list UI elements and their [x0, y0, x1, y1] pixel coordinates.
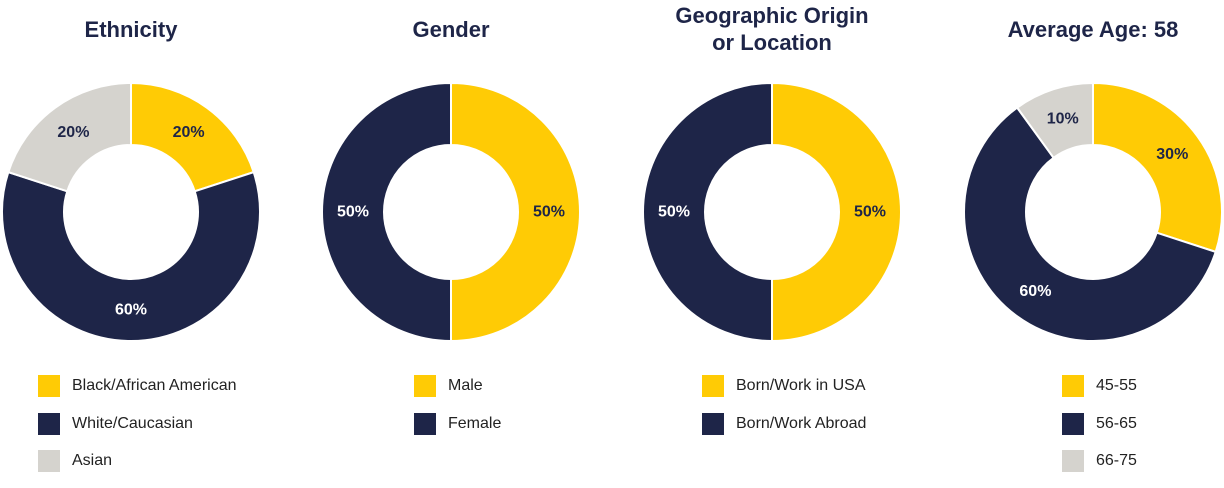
slice-value-label: 60% — [1019, 283, 1051, 300]
chart-legend: Male Female — [414, 375, 501, 450]
slice-value-label: 50% — [533, 204, 565, 221]
donut-chart-grid: Ethnicity 20% 60% 20% Black/African American… — [0, 0, 1224, 474]
donut-slice-born-work-abroad — [642, 81, 773, 343]
legend-item-66-75: 66-75 — [1062, 450, 1137, 472]
legend-item-black-african-american: Black/African American — [38, 375, 237, 397]
donut-slice-white-caucasian — [1, 170, 261, 343]
slice-value-label: 10% — [1047, 110, 1079, 127]
slice-value-label: 20% — [57, 124, 89, 141]
slice-value-label: 60% — [115, 302, 147, 319]
donut-slice-56-65 — [963, 106, 1217, 342]
legend-label: Male — [448, 377, 483, 394]
chart-panel-geographic-origin-or-location: Geographic Origin or Location 50% 50% Born/W… — [622, 0, 922, 474]
slice-value-label: 50% — [658, 204, 690, 221]
legend-swatch — [414, 375, 436, 397]
slice-value-label: 50% — [337, 204, 369, 221]
chart-title: Average Age: 58 — [943, 0, 1224, 58]
legend-item-56-65: 56-65 — [1062, 412, 1137, 435]
donut-chart: 50% 50% — [642, 81, 902, 343]
legend-label: Asian — [72, 452, 113, 469]
legend-label: White/Caucasian — [72, 414, 193, 432]
donut-slice-male — [450, 81, 581, 343]
legend-label: Born/Work in USA — [736, 377, 866, 394]
chart-title-line: Geographic Origin — [675, 3, 869, 28]
chart-legend: 45-55 56-65 66-75 — [1062, 375, 1137, 488]
legend-item-white-caucasian: White/Caucasian — [38, 412, 237, 435]
chart-panel-ethnicity: Ethnicity 20% 60% 20% Black/African American… — [0, 0, 281, 474]
legend-label: Black/African American — [72, 377, 237, 394]
donut-slice-asian — [7, 81, 132, 193]
chart-legend: Black/African American White/Caucasian Asi… — [38, 375, 237, 488]
legend-swatch — [702, 412, 724, 435]
legend-swatch — [38, 375, 60, 397]
donut-slice-66-75 — [1015, 81, 1094, 160]
chart-title: Gender — [301, 0, 601, 58]
slice-value-label: 20% — [173, 124, 205, 141]
legend-label: 66-75 — [1096, 452, 1137, 469]
donut-chart: 30% 60% 10% — [963, 81, 1223, 342]
donut-chart: 50% 50% — [321, 81, 581, 343]
legend-item-female: Female — [414, 412, 502, 435]
donut-chart: 20% 60% 20% — [1, 81, 261, 343]
donut-slice-45-55 — [1092, 81, 1223, 254]
legend-swatch — [1062, 412, 1084, 435]
donut-slice-black-african-american — [130, 81, 255, 193]
legend-swatch — [38, 450, 60, 472]
slice-value-label: 30% — [1156, 146, 1188, 163]
legend-swatch — [702, 375, 724, 397]
legend-label: Female — [448, 414, 502, 432]
legend-swatch — [1062, 375, 1084, 397]
legend-swatch — [38, 412, 60, 435]
chart-title-text: Ethnicity — [84, 16, 178, 42]
slice-value-label: 50% — [854, 204, 886, 221]
chart-panel-average-age-58: Average Age: 58 30% 60% 10% 45-55 56-65 66-75 — [943, 0, 1224, 474]
chart-title-text: Gender — [412, 16, 490, 42]
legend-swatch — [1062, 450, 1084, 472]
donut-slice-born-work-in-usa — [771, 81, 902, 343]
legend-swatch — [414, 412, 436, 435]
chart-legend: Born/Work in USA Born/Work Abroad — [702, 375, 866, 450]
legend-label: 56-65 — [1096, 414, 1137, 432]
chart-title-text: Average Age: 58 — [1007, 16, 1179, 42]
legend-item-45-55: 45-55 — [1062, 375, 1137, 397]
donut-slice-female — [321, 81, 452, 343]
legend-item-born-work-abroad: Born/Work Abroad — [702, 412, 867, 435]
legend-item-male: Male — [414, 375, 501, 397]
chart-title: Ethnicity — [0, 0, 281, 58]
chart-panel-gender: Gender 50% 50% Male Female — [301, 0, 601, 474]
chart-title: Geographic Origin or Location — [622, 0, 922, 58]
legend-label: 45-55 — [1096, 377, 1137, 394]
chart-title-line: or Location — [712, 30, 832, 55]
legend-item-asian: Asian — [38, 450, 237, 472]
legend-item-born-work-in-usa: Born/Work in USA — [702, 375, 866, 397]
legend-label: Born/Work Abroad — [736, 414, 867, 432]
